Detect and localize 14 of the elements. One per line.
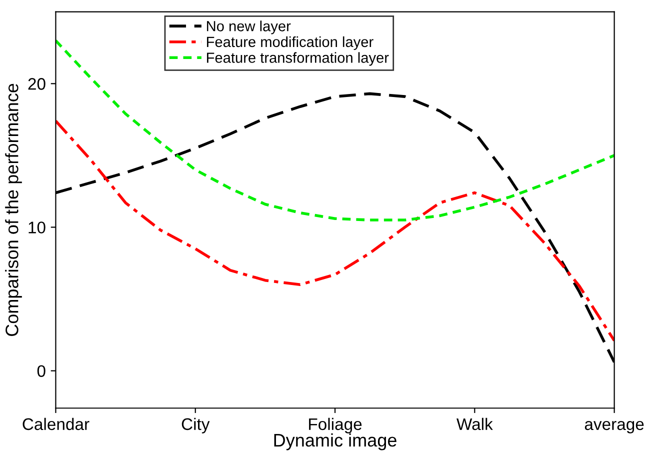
x-tick-label: Foliage	[309, 418, 362, 434]
legend-label: No new layer	[207, 20, 291, 34]
x-tick-label: Calendar	[22, 418, 90, 430]
x-axis-title: Dynamic image	[274, 433, 396, 450]
legend-label: Feature modification layer	[207, 36, 374, 50]
x-tick-label: City	[182, 418, 210, 434]
line-series	[56, 120, 614, 342]
x-tick-label: Walk	[456, 418, 493, 430]
y-tick-label: 0	[37, 365, 46, 377]
x-tick-label: average	[584, 420, 644, 434]
y-tick-label: 10	[28, 222, 46, 234]
y-tick-label: 20	[28, 78, 46, 90]
y-axis-title: Comparison of the performance	[5, 84, 22, 336]
legend-label: Feature transformation layer	[207, 52, 389, 66]
